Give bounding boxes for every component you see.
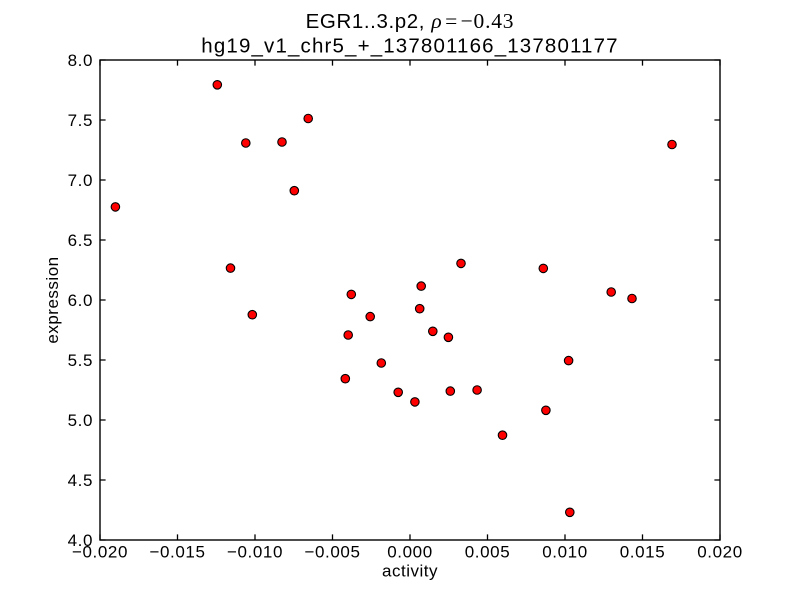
- svg-text:7.5: 7.5: [68, 111, 93, 130]
- svg-text:6.0: 6.0: [68, 291, 93, 310]
- svg-text:0.020: 0.020: [697, 543, 743, 562]
- svg-text:−0.005: −0.005: [304, 543, 360, 562]
- svg-text:5.5: 5.5: [68, 351, 93, 370]
- svg-text:8.0: 8.0: [68, 51, 93, 70]
- svg-text:−0.015: −0.015: [149, 543, 205, 562]
- svg-text:0.010: 0.010: [542, 543, 588, 562]
- svg-text:EGR1..3.p2, ρ = −0.43: EGR1..3.p2, ρ = −0.43: [306, 9, 515, 33]
- svg-text:activity: activity: [382, 562, 438, 581]
- svg-text:−0.010: −0.010: [227, 543, 283, 562]
- svg-text:hg19_v1_chr5_+_137801166_13780: hg19_v1_chr5_+_137801166_137801177: [201, 35, 618, 58]
- svg-text:7.0: 7.0: [68, 171, 93, 190]
- svg-text:4.5: 4.5: [68, 471, 93, 490]
- svg-text:6.5: 6.5: [68, 231, 93, 250]
- svg-text:5.0: 5.0: [68, 411, 93, 430]
- svg-text:0.015: 0.015: [620, 543, 666, 562]
- svg-text:0.005: 0.005: [465, 543, 511, 562]
- svg-text:0.000: 0.000: [387, 543, 433, 562]
- svg-text:4.0: 4.0: [68, 531, 93, 550]
- svg-text:expression: expression: [43, 256, 62, 343]
- svg-text:−0.020: −0.020: [72, 543, 128, 562]
